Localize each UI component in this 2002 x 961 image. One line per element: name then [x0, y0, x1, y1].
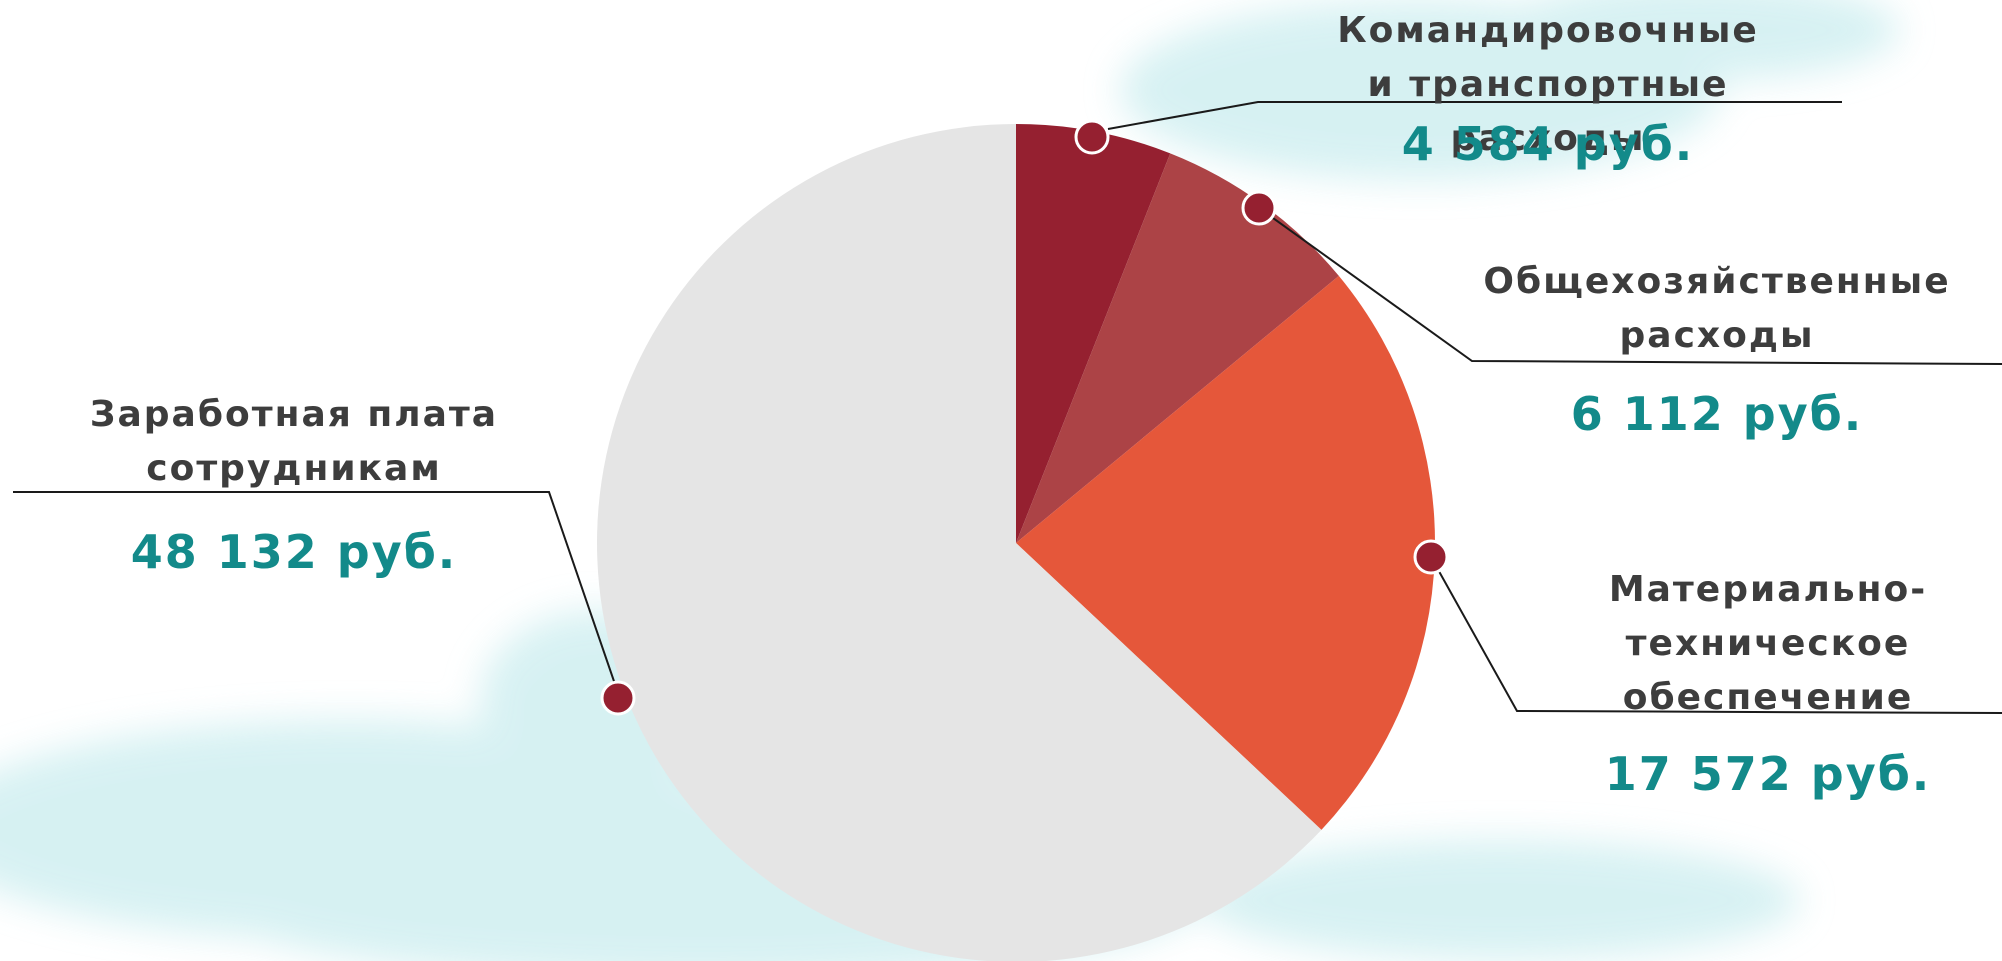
category-label: Материально- техническое обеспечение	[1608, 569, 1928, 718]
pie	[597, 124, 1436, 961]
category-label: Общехозяйственные расходы	[1483, 261, 1951, 356]
dot	[1074, 119, 1110, 155]
dot	[600, 680, 636, 716]
value-label: 17 572 руб.	[1604, 747, 1932, 801]
pie-slice	[597, 124, 1322, 961]
leaders	[13, 101, 2002, 714]
pie-slice	[1016, 124, 1171, 543]
leader-line	[1107, 101, 1842, 130]
category-label: Заработная плата сотрудникам	[89, 394, 499, 489]
pie-slice	[1016, 153, 1339, 543]
value-label: 4 584 руб.	[1401, 117, 1695, 171]
category-label: Командировочные и транспортные расходы	[1337, 10, 1759, 159]
value-label: 48 132 руб.	[130, 525, 458, 579]
dot	[1413, 539, 1449, 575]
dot	[1241, 190, 1277, 226]
leader-line	[1258, 207, 2002, 365]
value-label: 6 112 руб.	[1570, 387, 1864, 441]
pie-slice	[1016, 275, 1436, 830]
leader-line	[13, 491, 618, 691]
dots	[600, 119, 1449, 716]
leader-line	[1430, 556, 2002, 714]
